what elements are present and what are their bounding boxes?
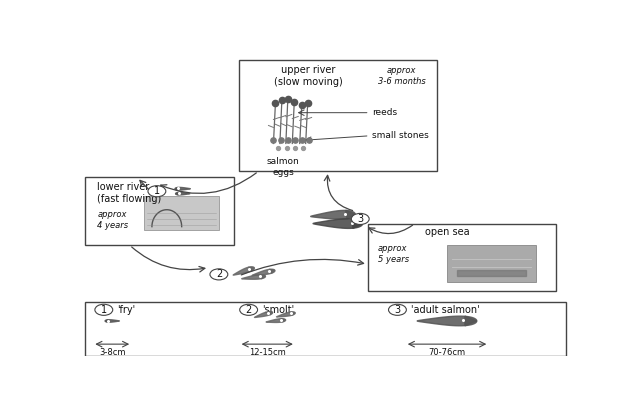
Text: small stones: small stones: [372, 131, 428, 140]
Text: 3-8cm: 3-8cm: [99, 348, 125, 357]
Polygon shape: [276, 312, 295, 317]
Polygon shape: [465, 316, 477, 326]
Polygon shape: [353, 219, 363, 228]
Text: 2: 2: [246, 305, 252, 315]
Circle shape: [148, 186, 166, 197]
Text: upper river
(slow moving): upper river (slow moving): [274, 65, 342, 86]
Text: 'smolt': 'smolt': [262, 305, 294, 315]
Circle shape: [388, 304, 406, 315]
Text: 3: 3: [357, 214, 364, 224]
Text: 1: 1: [154, 186, 160, 196]
Text: reeds: reeds: [372, 108, 397, 117]
Text: approx
5 years: approx 5 years: [378, 244, 409, 264]
Text: 12-15cm: 12-15cm: [249, 348, 286, 357]
Circle shape: [210, 269, 228, 280]
Text: salmon
eggs: salmon eggs: [267, 157, 300, 177]
Polygon shape: [457, 270, 526, 276]
Polygon shape: [233, 267, 254, 275]
Text: 70-76cm: 70-76cm: [428, 348, 466, 357]
Text: open sea: open sea: [424, 227, 469, 237]
Bar: [145, 196, 219, 230]
Text: lower river
(fast flowing): lower river (fast flowing): [97, 182, 162, 204]
Polygon shape: [260, 274, 266, 279]
Bar: [239, 60, 437, 171]
Bar: [447, 245, 536, 282]
Bar: [85, 177, 234, 245]
Text: approx
3-6 months: approx 3-6 months: [378, 66, 426, 86]
Polygon shape: [417, 316, 477, 326]
Polygon shape: [175, 192, 179, 195]
Polygon shape: [266, 319, 285, 322]
Text: approx
4 years: approx 4 years: [97, 210, 129, 230]
Text: 3: 3: [394, 305, 401, 315]
Polygon shape: [268, 312, 273, 315]
Polygon shape: [281, 319, 285, 322]
Polygon shape: [105, 320, 119, 322]
Text: 'adult salmon': 'adult salmon': [411, 305, 479, 315]
Polygon shape: [175, 187, 178, 190]
Circle shape: [240, 304, 257, 315]
Polygon shape: [248, 267, 254, 271]
Polygon shape: [269, 269, 275, 273]
Text: 1: 1: [100, 305, 107, 315]
Polygon shape: [175, 188, 190, 190]
Polygon shape: [311, 210, 355, 219]
Polygon shape: [105, 320, 108, 322]
Text: 'fry': 'fry': [117, 305, 135, 315]
Polygon shape: [242, 275, 266, 279]
Polygon shape: [346, 210, 355, 219]
Polygon shape: [175, 192, 189, 195]
Polygon shape: [291, 312, 295, 315]
Text: 2: 2: [216, 269, 222, 279]
Circle shape: [351, 213, 369, 224]
Bar: [85, 302, 566, 356]
Circle shape: [95, 304, 113, 315]
Polygon shape: [252, 269, 275, 276]
Bar: [367, 224, 556, 291]
Polygon shape: [255, 312, 273, 318]
Polygon shape: [313, 219, 363, 228]
